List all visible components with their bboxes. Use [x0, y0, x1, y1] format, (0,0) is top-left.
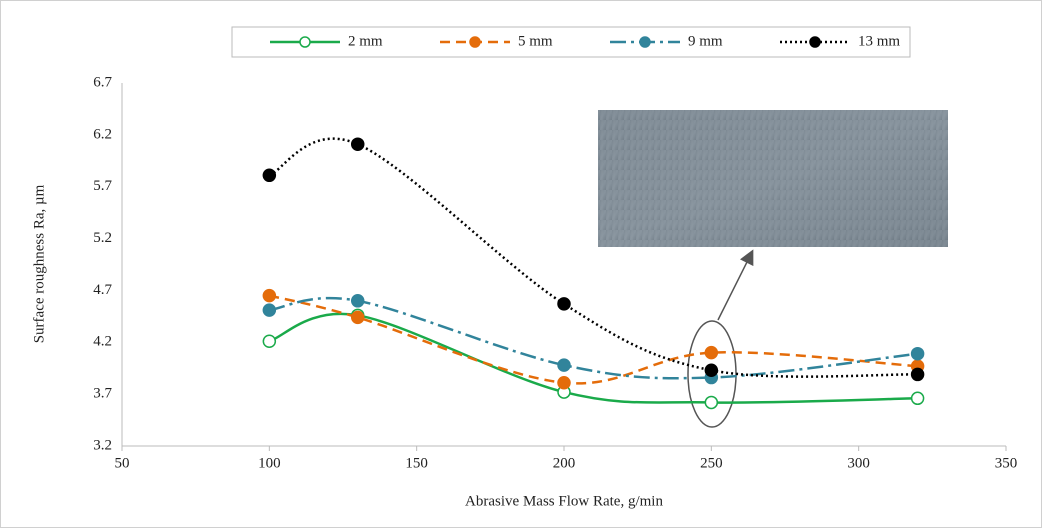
data-point [557, 297, 571, 311]
series-line [269, 296, 918, 380]
y-tick-label: 3.7 [93, 386, 112, 402]
data-point [262, 168, 277, 183]
y-tick-label: 6.7 [93, 74, 112, 90]
x-tick-label: 100 [258, 455, 281, 471]
x-tick-label: 350 [995, 455, 1018, 471]
x-tick-label: 150 [405, 455, 428, 471]
y-tick-label: 5.2 [93, 230, 112, 246]
data-point [557, 375, 571, 390]
data-point [557, 358, 571, 372]
arrow [717, 249, 754, 321]
y-tick-label: 3.2 [93, 437, 112, 453]
series-line [269, 294, 918, 385]
data-point [350, 137, 365, 151]
x-tick-label: 200 [553, 455, 576, 471]
x-tick-label: 250 [700, 455, 723, 471]
data-point [262, 334, 277, 348]
y-tick-label: 4.7 [93, 282, 112, 298]
data-point [910, 346, 925, 361]
legend-marker [639, 36, 651, 48]
inset-texture [598, 110, 948, 247]
y-tick-label: 4.2 [93, 334, 112, 350]
x-tick-label: 50 [115, 455, 130, 471]
data-point [262, 288, 277, 303]
legend-label: 2 mm [348, 33, 383, 49]
y-tick-label: 5.7 [93, 178, 112, 194]
data-point [350, 294, 365, 308]
y-tick-label: 6.2 [93, 126, 112, 142]
data-point [704, 395, 719, 410]
data-point [910, 367, 925, 382]
x-tick-label: 300 [847, 455, 870, 471]
legend-marker [299, 36, 311, 48]
legend-label: 13 mm [858, 33, 900, 49]
data-point [704, 345, 719, 360]
legend-marker [469, 36, 481, 48]
data-point [262, 303, 277, 317]
data-point [704, 363, 719, 378]
y-axis-label: Surface roughness Ra, µm [31, 184, 47, 343]
x-axis-label: Abrasive Mass Flow Rate, g/min [465, 493, 663, 509]
legend-marker [809, 36, 821, 48]
highlight-ellipse [687, 320, 737, 428]
legend-label: 9 mm [688, 33, 723, 49]
data-point [350, 310, 365, 325]
data-point [910, 391, 925, 406]
legend-label: 5 mm [518, 33, 553, 49]
